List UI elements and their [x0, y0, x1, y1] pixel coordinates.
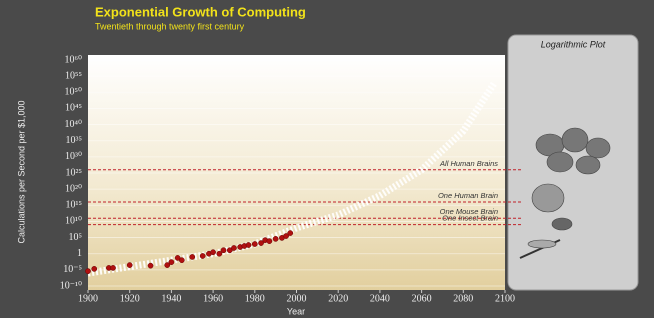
- data-point: [169, 260, 174, 265]
- x-tick-label: 1920: [120, 293, 140, 304]
- page: Exponential Growth of Computing Twentiet…: [0, 0, 654, 318]
- y-tick-label: 10⁵⁰: [65, 87, 83, 98]
- data-point: [211, 250, 216, 255]
- dragonfly-wing: [528, 240, 556, 248]
- y-tick-label: 10²⁰: [65, 183, 82, 194]
- x-tick-label: 1980: [245, 293, 265, 304]
- x-tick-label: 2100: [495, 293, 515, 304]
- y-tick-label: 10³⁵: [66, 135, 82, 146]
- chart-subtitle: Twentieth through twenty first century: [95, 21, 245, 31]
- x-tick-label: 1960: [203, 293, 223, 304]
- y-tick-label: 10⁻¹⁰: [60, 280, 82, 291]
- x-tick-label: 2000: [287, 293, 307, 304]
- data-point: [190, 254, 195, 259]
- mouse-icon: [552, 218, 572, 230]
- y-tick-label: 1: [77, 248, 82, 259]
- x-tick-label: 2080: [453, 293, 473, 304]
- x-tick-label: 2020: [328, 293, 348, 304]
- y-axis-label: Calculations per Second per $1,000: [16, 100, 26, 243]
- chart: Exponential Growth of Computing Twentiet…: [0, 0, 654, 318]
- y-tick-label: 10⁴⁵: [65, 103, 82, 114]
- data-point: [288, 230, 293, 235]
- y-tick-label: 10⁴⁰: [65, 119, 83, 130]
- data-point: [85, 269, 90, 274]
- data-point: [200, 253, 205, 258]
- y-tick-label: 10⁵⁵: [65, 70, 82, 81]
- head-icon: [562, 128, 588, 152]
- x-axis-label: Year: [287, 306, 305, 316]
- data-point: [273, 236, 278, 241]
- head-icon: [576, 156, 600, 174]
- data-point: [267, 239, 272, 244]
- y-tick-label: 10¹⁵: [66, 200, 82, 211]
- data-point: [127, 262, 132, 267]
- data-point: [231, 245, 236, 250]
- x-tick-label: 2060: [412, 293, 432, 304]
- y-tick-label: 10³⁰: [65, 151, 82, 162]
- y-tick-label: 10¹⁰: [65, 216, 82, 227]
- plot-area: [88, 55, 505, 290]
- data-point: [110, 265, 115, 270]
- y-tick-label: 10⁶⁰: [65, 54, 83, 65]
- reference-label: One Insect Brain: [442, 214, 498, 223]
- x-tick-label: 2040: [370, 293, 390, 304]
- data-point: [148, 263, 153, 268]
- chart-title: Exponential Growth of Computing: [95, 4, 306, 19]
- data-point: [252, 241, 257, 246]
- data-point: [92, 266, 97, 271]
- data-point: [246, 242, 251, 247]
- reference-label: One Human Brain: [438, 191, 498, 200]
- brain-icon: [532, 184, 564, 212]
- y-tick-label: 10²⁵: [66, 167, 82, 178]
- y-tick-label: 10⁵: [69, 232, 83, 243]
- head-icon: [586, 138, 610, 158]
- data-point: [221, 248, 226, 253]
- reference-label: All Human Brains: [439, 159, 498, 168]
- y-tick-label: 10⁻⁵: [63, 264, 82, 275]
- data-point: [179, 258, 184, 263]
- panel-title: Logarithmic Plot: [541, 39, 606, 49]
- x-tick-label: 1900: [78, 293, 98, 304]
- head-icon: [547, 152, 573, 172]
- x-tick-label: 1940: [161, 293, 181, 304]
- data-point: [217, 251, 222, 256]
